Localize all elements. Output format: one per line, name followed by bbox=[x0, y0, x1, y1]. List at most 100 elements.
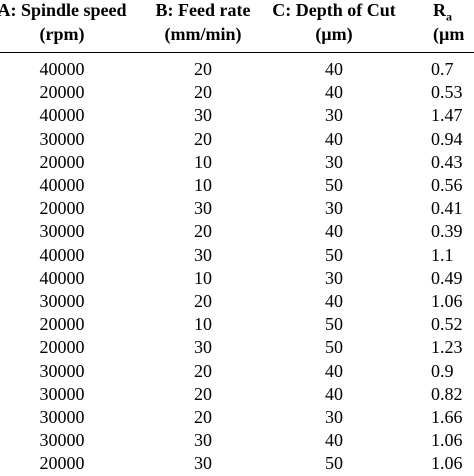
cell-roughness: 1.23 bbox=[431, 337, 463, 358]
cell-spindle-speed: 40000 bbox=[39, 267, 85, 288]
header-spindle-speed-title: A: Spindle speed bbox=[0, 0, 127, 20]
header-depth-of-cut: C: Depth of Cut (µm) bbox=[269, 0, 399, 53]
cell-depth-of-cut: 40 bbox=[325, 360, 343, 381]
cell-spindle-speed: 30000 bbox=[39, 221, 85, 242]
header-roughness-subscript: a bbox=[446, 9, 452, 24]
table-row: 30000 20 40 0.94 bbox=[0, 128, 474, 151]
header-roughness-unit: (µm bbox=[433, 24, 465, 44]
header-feed-rate-unit: (mm/min) bbox=[164, 24, 242, 44]
cell-depth-of-cut: 30 bbox=[325, 407, 343, 428]
table-row: 20000 30 50 1.06 bbox=[0, 452, 474, 475]
cell-spindle-speed: 20000 bbox=[39, 198, 85, 219]
cell-spindle-speed: 30000 bbox=[39, 291, 85, 312]
cell-roughness: 0.49 bbox=[431, 267, 463, 288]
table-row: 40000 30 50 1.1 bbox=[0, 244, 474, 267]
table-body: 40000 20 40 0.7 20000 20 40 0.53 40000 30 30 1.47 30… bbox=[0, 53, 474, 476]
cell-spindle-speed: 30000 bbox=[39, 360, 85, 381]
table-row: 30000 20 40 0.39 bbox=[0, 220, 474, 243]
cell-depth-of-cut: 50 bbox=[325, 314, 343, 335]
cell-depth-of-cut: 30 bbox=[325, 151, 343, 172]
cell-feed-rate: 30 bbox=[194, 198, 212, 219]
table-row: 40000 20 40 0.7 bbox=[0, 53, 474, 82]
cell-feed-rate: 30 bbox=[194, 430, 212, 451]
table-row: 40000 30 30 1.47 bbox=[0, 104, 474, 127]
table-row: 20000 10 50 0.52 bbox=[0, 313, 474, 336]
cell-roughness: 0.53 bbox=[431, 82, 463, 103]
cell-roughness: 1.06 bbox=[431, 291, 463, 312]
cell-spindle-speed: 20000 bbox=[39, 453, 85, 474]
header-roughness: Ra (µm bbox=[399, 0, 474, 53]
cell-spindle-speed: 30000 bbox=[39, 407, 85, 428]
cell-feed-rate: 10 bbox=[194, 151, 212, 172]
cell-spindle-speed: 30000 bbox=[39, 128, 85, 149]
cell-roughness: 0.52 bbox=[431, 314, 463, 335]
cell-roughness: 0.9 bbox=[431, 360, 454, 381]
header-depth-of-cut-unit: (µm) bbox=[315, 24, 353, 44]
header-spindle-speed-unit: (rpm) bbox=[39, 24, 85, 44]
cell-depth-of-cut: 40 bbox=[325, 291, 343, 312]
cell-depth-of-cut: 40 bbox=[325, 221, 343, 242]
header-roughness-symbol: R bbox=[433, 0, 446, 20]
cell-feed-rate: 20 bbox=[194, 59, 212, 79]
cell-feed-rate: 20 bbox=[194, 82, 212, 103]
cell-roughness: 0.56 bbox=[431, 175, 463, 196]
cell-spindle-speed: 20000 bbox=[39, 314, 85, 335]
cell-spindle-speed: 40000 bbox=[39, 244, 85, 265]
cell-feed-rate: 20 bbox=[194, 360, 212, 381]
cell-feed-rate: 30 bbox=[194, 105, 212, 126]
cell-depth-of-cut: 50 bbox=[325, 244, 343, 265]
table-row: 20000 10 30 0.43 bbox=[0, 151, 474, 174]
cell-feed-rate: 10 bbox=[194, 314, 212, 335]
table-row: 40000 10 30 0.49 bbox=[0, 267, 474, 290]
cell-roughness: 1.66 bbox=[431, 407, 463, 428]
cell-roughness: 1.1 bbox=[431, 244, 454, 265]
table-row: 30000 20 40 1.06 bbox=[0, 290, 474, 313]
cell-spindle-speed: 40000 bbox=[39, 175, 85, 196]
table-row: 20000 30 50 1.23 bbox=[0, 336, 474, 359]
cell-roughness: 1.47 bbox=[431, 105, 463, 126]
cell-depth-of-cut: 40 bbox=[325, 82, 343, 103]
table-header-row: A: Spindle speed (rpm) B: Feed rate (mm/… bbox=[0, 0, 474, 53]
header-roughness-title: Ra bbox=[433, 0, 474, 24]
cell-roughness: 0.39 bbox=[431, 221, 463, 242]
table-row: 40000 10 50 0.56 bbox=[0, 174, 474, 197]
cell-depth-of-cut: 40 bbox=[325, 128, 343, 149]
cell-depth-of-cut: 30 bbox=[325, 105, 343, 126]
header-feed-rate-title: B: Feed rate bbox=[155, 0, 251, 20]
cell-feed-rate: 30 bbox=[194, 244, 212, 265]
table-row: 30000 20 30 1.66 bbox=[0, 406, 474, 429]
cell-roughness: 0.43 bbox=[431, 151, 463, 172]
cell-feed-rate: 10 bbox=[194, 175, 212, 196]
cell-depth-of-cut: 40 bbox=[325, 59, 343, 79]
cell-feed-rate: 20 bbox=[194, 221, 212, 242]
cell-feed-rate: 10 bbox=[194, 267, 212, 288]
cell-depth-of-cut: 30 bbox=[325, 198, 343, 219]
cell-feed-rate: 30 bbox=[194, 453, 212, 474]
header-feed-rate: B: Feed rate (mm/min) bbox=[137, 0, 269, 53]
cell-spindle-speed: 30000 bbox=[39, 383, 85, 404]
cell-spindle-speed: 20000 bbox=[39, 82, 85, 103]
cell-depth-of-cut: 30 bbox=[325, 267, 343, 288]
cell-spindle-speed: 30000 bbox=[39, 430, 85, 451]
cell-feed-rate: 20 bbox=[194, 383, 212, 404]
cell-roughness: 0.94 bbox=[431, 128, 463, 149]
cell-spindle-speed: 40000 bbox=[39, 105, 85, 126]
cell-roughness: 0.41 bbox=[431, 198, 463, 219]
table-row: 30000 20 40 0.9 bbox=[0, 360, 474, 383]
table-row: 30000 30 40 1.06 bbox=[0, 429, 474, 452]
cell-depth-of-cut: 50 bbox=[325, 175, 343, 196]
cell-roughness: 0.82 bbox=[431, 383, 463, 404]
cell-feed-rate: 20 bbox=[194, 291, 212, 312]
cell-roughness: 1.06 bbox=[431, 453, 463, 474]
cell-depth-of-cut: 50 bbox=[325, 337, 343, 358]
table-row: 20000 20 40 0.53 bbox=[0, 81, 474, 104]
cell-spindle-speed: 20000 bbox=[39, 151, 85, 172]
table-row: 20000 30 30 0.41 bbox=[0, 197, 474, 220]
header-depth-of-cut-title: C: Depth of Cut bbox=[272, 0, 396, 20]
cell-depth-of-cut: 50 bbox=[325, 453, 343, 474]
cell-spindle-speed: 40000 bbox=[39, 59, 85, 79]
table-row: 30000 20 40 0.82 bbox=[0, 383, 474, 406]
cell-feed-rate: 20 bbox=[194, 407, 212, 428]
